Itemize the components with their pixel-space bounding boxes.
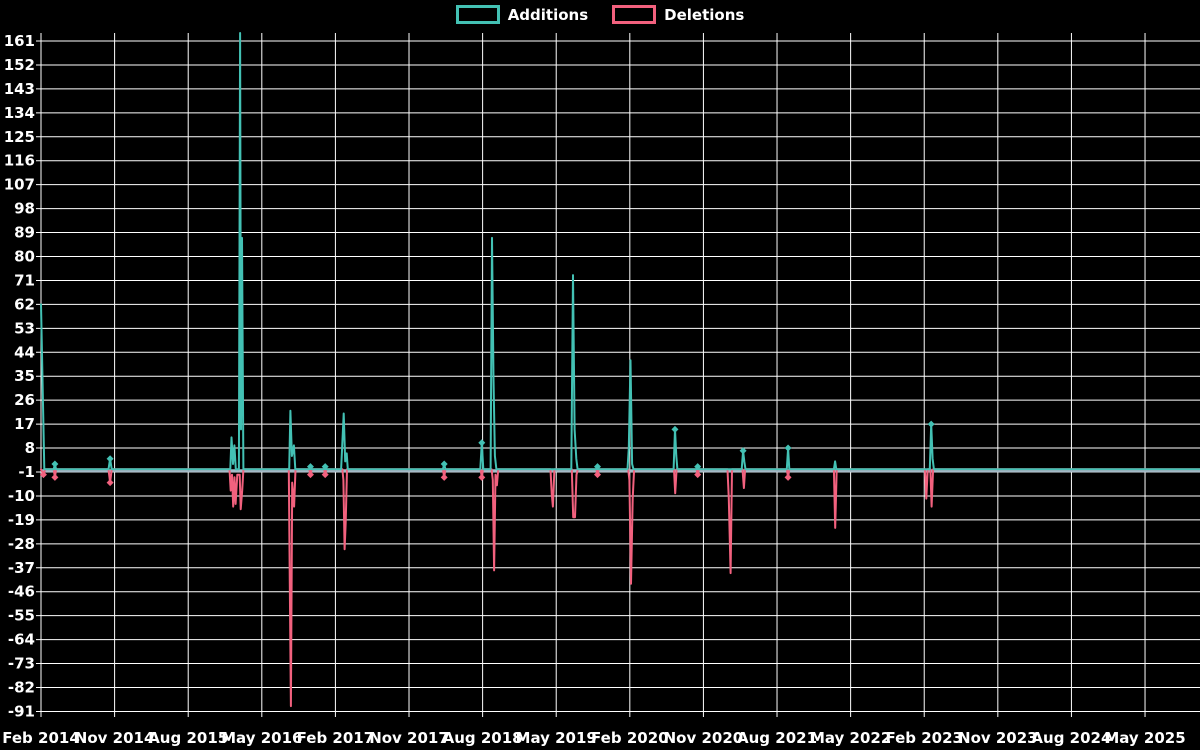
legend-label-deletions: Deletions xyxy=(664,5,745,24)
svg-text:-82: -82 xyxy=(8,679,35,697)
svg-text:-91: -91 xyxy=(8,702,35,720)
svg-text:152: 152 xyxy=(4,56,35,74)
svg-text:89: 89 xyxy=(14,224,35,242)
svg-text:Feb 2023: Feb 2023 xyxy=(885,729,963,747)
y-axis-labels: 161 152 143 134 125 116 107 98 89 80 71 62 53 44 35 26 1… xyxy=(4,32,35,720)
svg-text:Aug 2021: Aug 2021 xyxy=(737,729,817,747)
chart-legend: Additions Deletions xyxy=(0,5,1200,24)
svg-text:May 2025: May 2025 xyxy=(1104,729,1185,747)
deletions-point-markers xyxy=(39,471,792,487)
svg-text:62: 62 xyxy=(14,295,35,313)
svg-text:Aug 2018: Aug 2018 xyxy=(443,729,523,747)
svg-text:8: 8 xyxy=(25,439,35,457)
svg-text:May 2016: May 2016 xyxy=(221,729,302,747)
svg-text:53: 53 xyxy=(14,319,35,337)
deletions-series-line xyxy=(40,468,1200,708)
additions-swatch-icon xyxy=(455,5,500,24)
svg-text:98: 98 xyxy=(14,200,35,218)
svg-text:-55: -55 xyxy=(8,607,35,625)
gridlines xyxy=(36,33,1200,717)
svg-text:143: 143 xyxy=(4,80,35,98)
svg-text:-64: -64 xyxy=(8,631,35,649)
legend-item-deletions[interactable]: Deletions xyxy=(612,5,744,24)
svg-text:-28: -28 xyxy=(8,535,35,553)
svg-text:44: 44 xyxy=(14,343,35,361)
svg-text:125: 125 xyxy=(4,128,35,146)
svg-text:-37: -37 xyxy=(8,559,35,577)
svg-text:134: 134 xyxy=(4,104,35,122)
svg-text:Feb 2014: Feb 2014 xyxy=(2,729,80,747)
svg-text:Aug 2015: Aug 2015 xyxy=(148,729,228,747)
additions-point-markers xyxy=(51,420,935,471)
svg-text:17: 17 xyxy=(14,415,35,433)
svg-text:Nov 2023: Nov 2023 xyxy=(958,729,1038,747)
svg-text:Nov 2017: Nov 2017 xyxy=(369,729,449,747)
svg-text:May 2019: May 2019 xyxy=(516,729,597,747)
svg-text:Feb 2017: Feb 2017 xyxy=(297,729,375,747)
svg-text:Nov 2020: Nov 2020 xyxy=(664,729,744,747)
deletions-swatch-icon xyxy=(612,5,657,24)
svg-text:35: 35 xyxy=(14,367,35,385)
svg-text:-19: -19 xyxy=(8,511,35,529)
additions-series-line xyxy=(40,32,1200,471)
legend-label-additions: Additions xyxy=(507,5,589,24)
svg-text:Aug 2024: Aug 2024 xyxy=(1031,729,1111,747)
svg-text:161: 161 xyxy=(4,32,35,50)
svg-text:May 2022: May 2022 xyxy=(810,729,891,747)
svg-text:Nov 2014: Nov 2014 xyxy=(75,729,155,747)
svg-text:Feb 2020: Feb 2020 xyxy=(591,729,669,747)
svg-text:116: 116 xyxy=(4,152,35,170)
svg-text:-1: -1 xyxy=(18,463,35,481)
svg-text:71: 71 xyxy=(14,271,35,289)
svg-text:107: 107 xyxy=(4,176,35,194)
legend-item-additions[interactable]: Additions xyxy=(455,5,589,24)
svg-text:26: 26 xyxy=(14,391,35,409)
svg-text:-46: -46 xyxy=(8,583,35,601)
svg-text:-10: -10 xyxy=(8,487,35,505)
svg-text:-73: -73 xyxy=(8,655,35,673)
svg-text:80: 80 xyxy=(14,247,35,265)
